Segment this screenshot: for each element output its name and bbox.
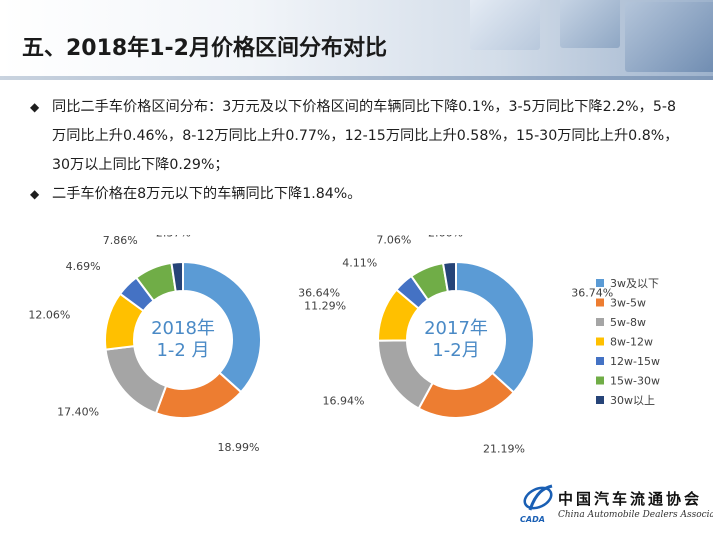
donut-slice xyxy=(376,339,434,410)
header-decoration xyxy=(560,0,620,48)
data-label: 16.94% xyxy=(323,394,365,407)
bullet-item: ◆ 同比二手车价格区间分布：3万元及以下价格区间的车辆同比下降0.1%，3-5万… xyxy=(30,93,680,180)
center-label: 1-2月 xyxy=(432,340,479,361)
data-label: 17.40% xyxy=(57,405,99,418)
data-label: 4.69% xyxy=(66,260,101,273)
data-label: 18.99% xyxy=(218,441,260,454)
data-label: 21.19% xyxy=(483,443,525,455)
data-label: 2.66% xyxy=(428,235,463,239)
header-decoration xyxy=(470,0,540,50)
donut-chart-1: 36.74% 21.19% 16.94% 11.29% 4.11% 7.06% 2.66% 2… xyxy=(304,235,613,455)
header-decoration xyxy=(625,2,713,72)
data-label: 4.11% xyxy=(342,257,377,270)
legend-swatch xyxy=(596,318,604,326)
donut-charts: 36.64% 18.99% 17.40% 12.06% 4.69% 7.86% 2.37% 2… xyxy=(28,235,660,455)
legend-swatch xyxy=(596,279,604,287)
bullet-text: 二手车价格在8万元以下的车辆同比下降1.84%。 xyxy=(52,186,362,202)
data-label: 12.06% xyxy=(28,308,70,321)
cada-emblem-icon xyxy=(523,484,553,511)
legend-label: 12w-15w xyxy=(610,355,660,368)
legend-label: 3w-5w xyxy=(610,297,646,310)
center-label: 1-2 月 xyxy=(156,340,209,361)
legend-swatch xyxy=(596,357,604,365)
data-label: 11.29% xyxy=(304,299,346,312)
legend-label: 5w-8w xyxy=(610,316,646,329)
bullet-text: 同比二手车价格区间分布：3万元及以下价格区间的车辆同比下降0.1%，3-5万同比… xyxy=(52,99,679,173)
slide-title: 五、2018年1-2月价格区间分布对比 xyxy=(22,36,387,61)
donut-slice xyxy=(182,260,262,394)
legend-swatch xyxy=(596,298,604,307)
bullet-item: ◆ 二手车价格在8万元以下的车辆同比下降1.84%。 xyxy=(30,180,680,209)
donut-chart-0: 36.64% 18.99% 17.40% 12.06% 4.69% 7.86% 2.37% 2… xyxy=(28,235,340,454)
bullet-list: ◆ 同比二手车价格区间分布：3万元及以下价格区间的车辆同比下降0.1%，3-5万… xyxy=(30,93,680,209)
header-accent-bar xyxy=(0,76,713,80)
data-label: 36.64% xyxy=(298,286,340,299)
cada-logo: CADA 中国汽车流通协会 China Automobile Dealers A… xyxy=(518,482,713,530)
logo-abbreviation: CADA xyxy=(520,515,545,524)
donut-slice xyxy=(154,371,243,419)
legend-label: 3w及以下 xyxy=(610,277,659,290)
data-label: 2.37% xyxy=(156,235,191,239)
data-label: 7.86% xyxy=(103,235,138,247)
legend-label: 30w以上 xyxy=(610,394,655,407)
data-label: 36.74% xyxy=(571,287,613,300)
legend-swatch xyxy=(596,376,604,385)
slide-header: 五、2018年1-2月价格区间分布对比 xyxy=(0,0,713,80)
legend-swatch xyxy=(596,396,604,404)
center-label: 2018年 xyxy=(151,318,215,339)
donut-slice xyxy=(417,371,516,419)
donut-slice xyxy=(441,260,457,293)
legend-label: 15w-30w xyxy=(610,375,660,388)
logo-name: 中国汽车流通协会 xyxy=(558,490,703,508)
diamond-bullet-icon: ◆ xyxy=(30,100,40,114)
logo-subtitle: China Automobile Dealers Association xyxy=(558,510,713,520)
chart-legend: 3w及以下 3w-5w 5w-8w 8w-12w 12w-15w 15w-30w 30w以上 xyxy=(596,277,660,407)
center-label: 2017年 xyxy=(424,318,488,339)
legend-swatch xyxy=(596,337,604,346)
data-label: 7.06% xyxy=(376,235,411,247)
diamond-bullet-icon: ◆ xyxy=(30,187,40,201)
donut-slice xyxy=(170,260,184,293)
legend-label: 8w-12w xyxy=(610,336,653,349)
donut-slice xyxy=(455,260,535,394)
